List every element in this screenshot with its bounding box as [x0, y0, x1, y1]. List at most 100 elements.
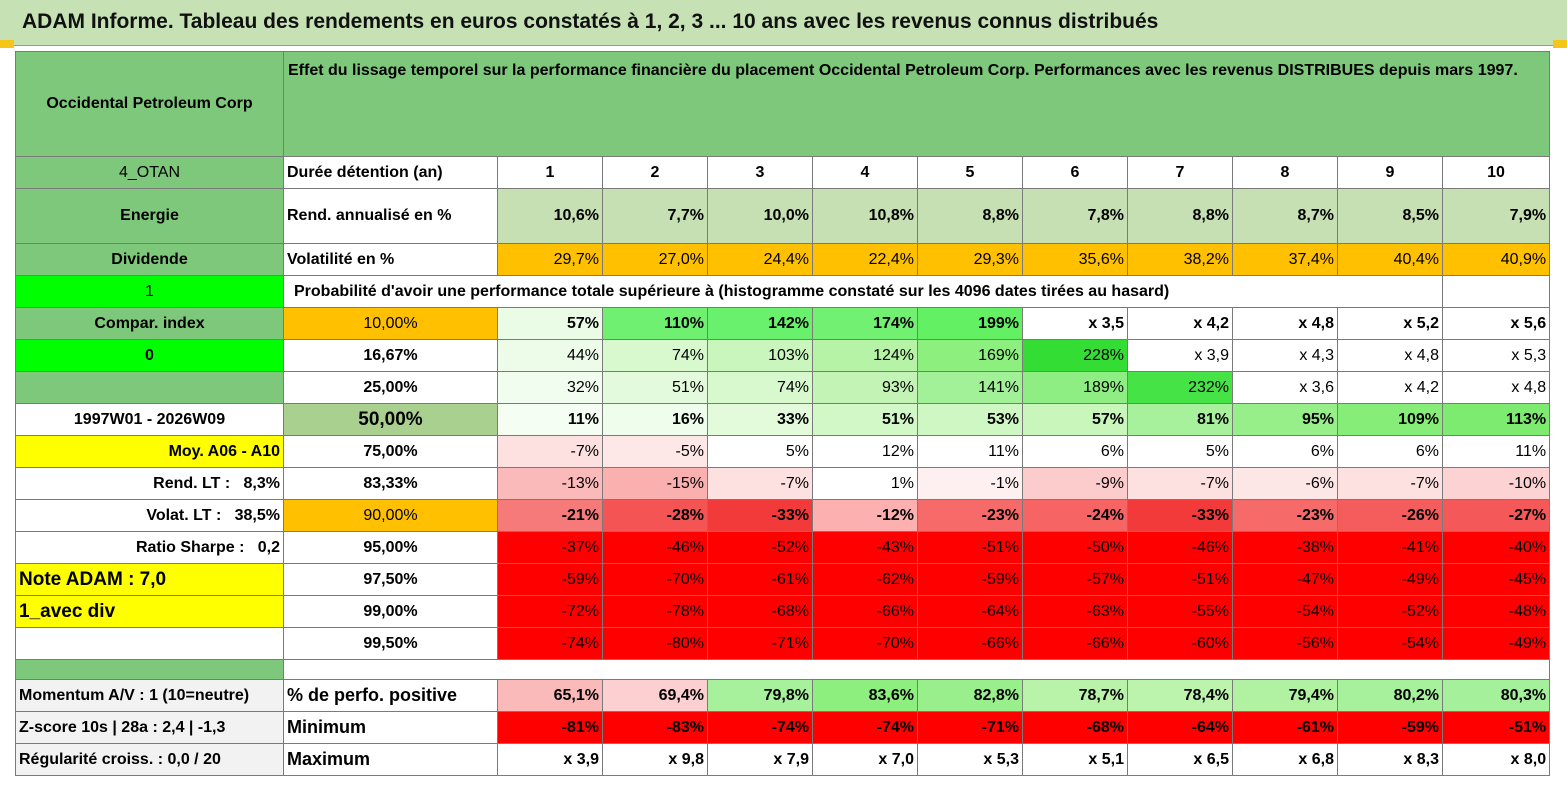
prob-cell: 51%: [602, 371, 708, 404]
prob-cell: -63%: [1022, 595, 1128, 628]
moy-a06-a10: Moy. A06 - A10: [15, 435, 284, 468]
perf_pos-cell: 80,2%: [1337, 679, 1443, 712]
label-maximum: Maximum: [283, 743, 498, 776]
minimum-cell: -64%: [1127, 711, 1233, 744]
bottom-left-minimum: Z-score 10s | 28a : 2,4 | -1,3: [15, 711, 284, 744]
prob-cell: -62%: [812, 563, 918, 596]
prob-cell: 110%: [602, 307, 708, 340]
prob-cell: -21%: [497, 499, 603, 532]
prob-cell: -40%: [1441, 531, 1551, 564]
prob-cell: -23%: [1232, 499, 1338, 532]
spacer: [282, 659, 1551, 680]
empty-left: [15, 627, 284, 660]
year-header: 5: [917, 156, 1023, 189]
selection-handle-right[interactable]: [1553, 40, 1567, 48]
volat-cell: 29,7%: [497, 243, 603, 276]
prob-cell: 53%: [917, 403, 1023, 436]
prob-cell: -24%: [1022, 499, 1128, 532]
prob-cell: x 3,9: [1127, 339, 1233, 372]
prob-cell: -26%: [1337, 499, 1443, 532]
perf_pos-cell: 69,4%: [602, 679, 708, 712]
prob-threshold: 10,00%: [283, 307, 498, 340]
prob-cell: -33%: [707, 499, 813, 532]
prob-cell: 113%: [1441, 403, 1551, 436]
prob-cell: -37%: [497, 531, 603, 564]
prob-cell: 81%: [1127, 403, 1233, 436]
avec-div: 1_avec div: [15, 595, 284, 628]
volat-cell: 27,0%: [602, 243, 708, 276]
prob-cell: -55%: [1127, 595, 1233, 628]
prob-cell: -52%: [1337, 595, 1443, 628]
year-header: 1: [497, 156, 603, 189]
prob-cell: -9%: [1022, 467, 1128, 500]
ratio-sharpe-value: 0,2: [257, 538, 280, 556]
volat-lt-value: 38,5%: [234, 506, 280, 524]
prob-cell: 74%: [602, 339, 708, 372]
prob-cell: -57%: [1022, 563, 1128, 596]
prob-cell: 6%: [1232, 435, 1338, 468]
year-header: 2: [602, 156, 708, 189]
prob-threshold: 99,50%: [283, 627, 498, 660]
prob-cell: 33%: [707, 403, 813, 436]
prob-threshold: 99,00%: [283, 595, 498, 628]
prob-cell: -7%: [497, 435, 603, 468]
maximum-cell: x 7,0: [812, 743, 918, 776]
prob-cell: x 3,5: [1022, 307, 1128, 340]
bottom-left-perf_pos: Momentum A/V : 1 (10=neutre): [15, 679, 284, 712]
ratio-sharpe-label: Ratio Sharpe :: [135, 538, 245, 556]
maximum-cell: x 6,5: [1127, 743, 1233, 776]
rend-lt-value: 8,3%: [243, 474, 280, 492]
rend-cell: 10,0%: [707, 188, 813, 244]
perf_pos-cell: 83,6%: [812, 679, 918, 712]
volat-cell: 35,6%: [1022, 243, 1128, 276]
maximum-cell: x 8,3: [1337, 743, 1443, 776]
minimum-cell: -81%: [497, 711, 603, 744]
label-rend: Rend. annualisé en %: [283, 188, 498, 244]
note-adam: Note ADAM : 7,0: [15, 563, 284, 596]
performance-table: Occidental Petroleum Corp Effet du lissa…: [15, 51, 1551, 776]
label-duree: Durée détention (an): [283, 156, 498, 189]
prob-threshold: 83,33%: [283, 467, 498, 500]
perf_pos-cell: 79,4%: [1232, 679, 1338, 712]
empty-cell: [1441, 275, 1551, 308]
prob-cell: x 4,8: [1337, 339, 1443, 372]
prob-cell: -70%: [812, 627, 918, 660]
prob-cell: -71%: [707, 627, 813, 660]
prob-cell: -51%: [917, 531, 1023, 564]
maximum-cell: x 8,0: [1441, 743, 1551, 776]
flag-one[interactable]: 1: [15, 275, 284, 308]
volat-cell: 38,2%: [1127, 243, 1233, 276]
rend-lt: Rend. LT : 8,3%: [15, 467, 284, 500]
rend-cell: 8,8%: [1127, 188, 1233, 244]
prob-cell: -52%: [707, 531, 813, 564]
prob-cell: -66%: [812, 595, 918, 628]
prob-cell: -50%: [1022, 531, 1128, 564]
prob-threshold: 95,00%: [283, 531, 498, 564]
flag-zero[interactable]: 0: [15, 339, 284, 372]
prob-cell: 74%: [707, 371, 813, 404]
minimum-cell: -68%: [1022, 711, 1128, 744]
prob-cell: 189%: [1022, 371, 1128, 404]
prob-cell: 44%: [497, 339, 603, 372]
volat-cell: 24,4%: [707, 243, 813, 276]
volat-cell: 40,9%: [1441, 243, 1551, 276]
prob-cell: -48%: [1441, 595, 1551, 628]
compar-index: Compar. index: [15, 307, 284, 340]
minimum-cell: -83%: [602, 711, 708, 744]
prob-cell: -33%: [1127, 499, 1233, 532]
prob-cell: -13%: [497, 467, 603, 500]
minimum-cell: -71%: [917, 711, 1023, 744]
prob-cell: 12%: [812, 435, 918, 468]
prob-threshold: 25,00%: [283, 371, 498, 404]
rend-cell: 8,5%: [1337, 188, 1443, 244]
prob-cell: -15%: [602, 467, 708, 500]
prob-cell: -49%: [1441, 627, 1551, 660]
prob-cell: 174%: [812, 307, 918, 340]
year-header: 7: [1127, 156, 1233, 189]
rend-cell: 7,7%: [602, 188, 708, 244]
prob-cell: x 5,6: [1441, 307, 1551, 340]
prob-cell: 228%: [1022, 339, 1128, 372]
year-header: 6: [1022, 156, 1128, 189]
selection-handle-left[interactable]: [0, 40, 14, 48]
empty-left: [15, 371, 284, 404]
